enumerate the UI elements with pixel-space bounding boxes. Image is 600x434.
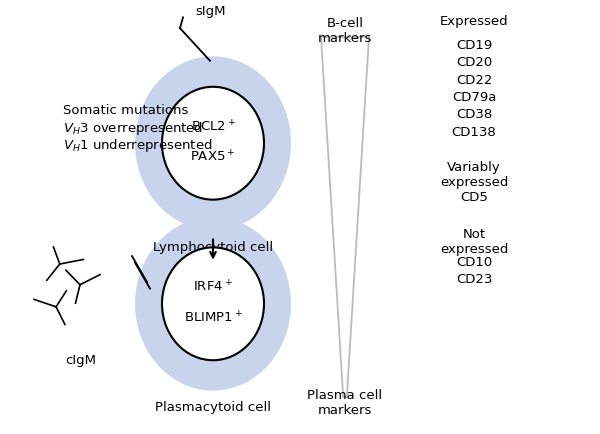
Ellipse shape (135, 217, 291, 391)
Ellipse shape (162, 87, 264, 200)
Text: CD38: CD38 (456, 108, 492, 122)
Text: CD20: CD20 (456, 56, 492, 69)
Text: CD79a: CD79a (452, 91, 496, 104)
Text: BCL2$^+$: BCL2$^+$ (191, 119, 235, 135)
Text: $V_H$1 underrepresented: $V_H$1 underrepresented (63, 137, 212, 154)
Text: CD19: CD19 (456, 39, 492, 52)
Text: PAX5$^+$: PAX5$^+$ (190, 149, 236, 165)
Text: IRF4$^+$: IRF4$^+$ (193, 279, 233, 295)
Text: CD138: CD138 (452, 126, 496, 139)
Text: sIgM: sIgM (195, 5, 226, 18)
Text: CD5: CD5 (460, 191, 488, 204)
Text: Variably
expressed: Variably expressed (440, 161, 508, 189)
Ellipse shape (162, 247, 264, 360)
Text: BLIMP1$^+$: BLIMP1$^+$ (184, 310, 242, 326)
Text: Plasmacytoid cell: Plasmacytoid cell (155, 401, 271, 414)
Text: $V_H$3 overrepresented: $V_H$3 overrepresented (63, 119, 203, 137)
Text: Somatic mutations: Somatic mutations (63, 104, 188, 117)
Text: Expressed: Expressed (440, 15, 508, 28)
Text: CD22: CD22 (456, 74, 492, 87)
Text: cIgM: cIgM (65, 354, 97, 367)
Text: Not
expressed: Not expressed (440, 228, 508, 256)
Text: Plasma cell
markers: Plasma cell markers (307, 388, 383, 417)
Text: CD23: CD23 (456, 273, 492, 286)
Text: CD10: CD10 (456, 256, 492, 269)
Ellipse shape (135, 56, 291, 230)
Text: Lymphocytoid cell: Lymphocytoid cell (153, 241, 273, 254)
Text: B-cell
markers: B-cell markers (318, 17, 372, 46)
